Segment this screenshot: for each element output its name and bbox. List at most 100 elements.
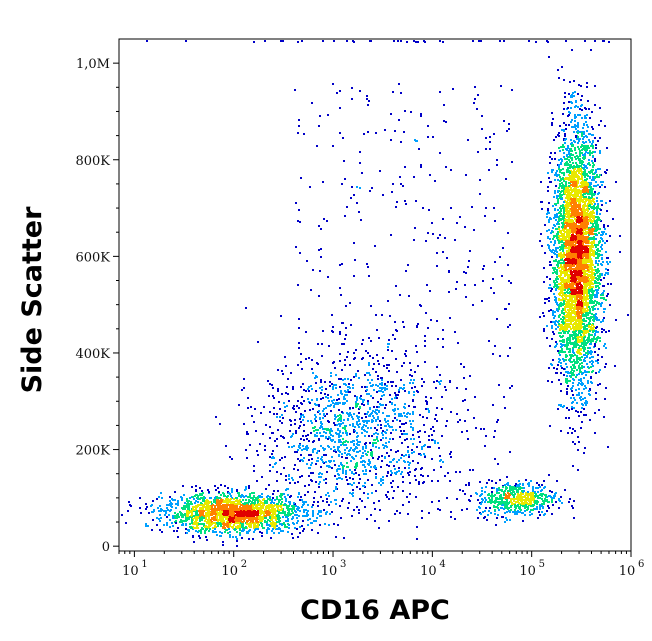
event-dot xyxy=(405,454,407,456)
event-dot xyxy=(198,510,200,512)
event-dot xyxy=(587,193,589,195)
event-dot xyxy=(523,490,525,492)
event-dot xyxy=(226,518,228,520)
event-dot xyxy=(194,502,196,504)
event-dot xyxy=(442,346,444,348)
event-dot xyxy=(562,168,564,170)
event-dot xyxy=(300,386,302,388)
event-dot xyxy=(246,523,248,525)
event-dot xyxy=(220,525,222,527)
event-dot xyxy=(374,508,376,510)
event-dot xyxy=(338,378,340,380)
event-dot xyxy=(367,379,369,381)
event-dot xyxy=(559,193,561,195)
event-dot xyxy=(243,510,245,512)
event-dot xyxy=(220,517,222,519)
event-dot xyxy=(363,429,365,431)
event-dot xyxy=(252,519,254,521)
event-dot xyxy=(371,453,373,455)
event-dot xyxy=(266,532,268,534)
event-dot xyxy=(189,526,191,528)
event-dot xyxy=(227,526,229,528)
event-dot xyxy=(300,454,302,456)
event-dot xyxy=(379,403,381,405)
event-dot xyxy=(371,484,373,486)
event-dot xyxy=(213,517,215,519)
event-dot xyxy=(230,495,232,497)
event-dot xyxy=(406,438,408,440)
event-dot xyxy=(357,435,359,437)
event-dot xyxy=(219,423,221,425)
event-dot xyxy=(414,386,416,388)
event-dot xyxy=(269,411,271,413)
event-dot xyxy=(373,406,375,408)
event-dot xyxy=(481,487,483,489)
event-dot xyxy=(257,508,259,510)
event-dot xyxy=(370,395,372,397)
event-dot xyxy=(285,365,287,367)
event-dot xyxy=(499,489,501,491)
event-dot xyxy=(228,528,230,530)
event-dot xyxy=(281,393,283,395)
event-dot xyxy=(512,491,514,493)
event-dot xyxy=(484,510,486,512)
event-dot xyxy=(353,376,355,378)
event-dot xyxy=(361,343,363,345)
event-dot xyxy=(173,530,175,532)
event-dot xyxy=(556,251,558,253)
event-dot xyxy=(479,481,481,483)
event-dot xyxy=(518,480,520,482)
event-dot xyxy=(344,394,346,396)
event-dot xyxy=(582,154,584,156)
event-dot xyxy=(286,507,288,509)
event-dot xyxy=(524,510,526,512)
event-dot xyxy=(232,518,234,520)
event-dot xyxy=(594,343,596,345)
event-dot xyxy=(217,504,219,506)
event-dot xyxy=(392,420,394,422)
event-dot xyxy=(239,506,241,508)
event-dot xyxy=(412,413,414,415)
event-dot xyxy=(268,513,270,515)
event-dot xyxy=(356,451,358,453)
event-dot xyxy=(362,401,364,403)
event-dot xyxy=(584,357,586,359)
event-dot xyxy=(193,515,195,517)
event-dot xyxy=(376,413,378,415)
event-dot xyxy=(540,493,542,495)
event-dot xyxy=(433,381,435,383)
event-dot xyxy=(331,456,333,458)
event-dot xyxy=(525,479,527,481)
event-dot xyxy=(388,465,390,467)
event-dot xyxy=(285,392,287,394)
event-dot xyxy=(421,385,423,387)
event-dot xyxy=(399,436,401,438)
event-dot xyxy=(538,511,540,513)
event-dot xyxy=(506,476,508,478)
event-dot xyxy=(564,142,566,144)
event-dot xyxy=(234,503,236,505)
event-dot xyxy=(281,508,283,510)
event-dot xyxy=(340,517,342,519)
event-dot xyxy=(386,388,388,390)
event-dot xyxy=(271,384,273,386)
event-dot xyxy=(281,457,283,459)
event-dot xyxy=(386,385,388,387)
event-dot xyxy=(501,507,503,509)
event-dot xyxy=(599,137,601,139)
event-dot xyxy=(411,449,413,451)
event-dot xyxy=(269,516,271,518)
event-dot xyxy=(536,506,538,508)
event-dot xyxy=(337,447,339,449)
event-dot xyxy=(273,532,275,534)
event-dot xyxy=(527,491,529,493)
event-dot xyxy=(301,506,303,508)
event-dot xyxy=(530,495,532,497)
event-dot xyxy=(179,521,181,523)
event-dot xyxy=(241,530,243,532)
event-dot xyxy=(216,522,218,524)
event-dot xyxy=(517,505,519,507)
event-dot xyxy=(369,382,371,384)
event-dot xyxy=(354,448,356,450)
event-dot xyxy=(303,511,305,513)
